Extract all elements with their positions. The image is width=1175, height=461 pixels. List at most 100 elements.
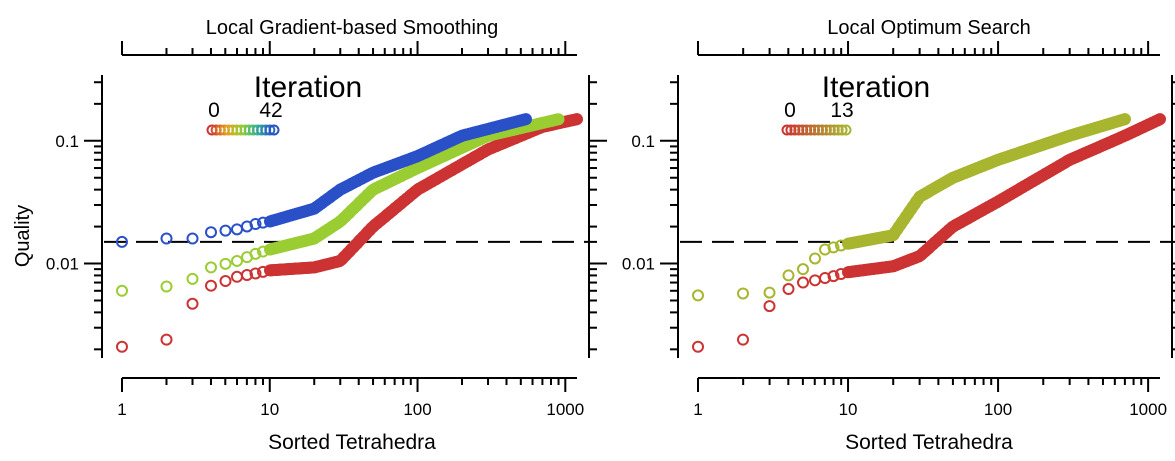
data-point: [809, 252, 821, 265]
data-point: [797, 263, 809, 276]
legend-min-label: 0: [784, 99, 796, 122]
data-point: [552, 113, 565, 126]
data-point: [219, 224, 232, 237]
x-tick-label: 1000: [546, 400, 584, 419]
data-point: [231, 270, 243, 283]
legend-swatch: [789, 124, 801, 136]
plot-frame: 1 10 100 1000 0.01 0.1: [622, 41, 1175, 419]
data-point: [205, 226, 217, 239]
data-point: [249, 217, 262, 230]
data-point: [763, 300, 776, 313]
plot-frame: 1 10 100 1000 0.01 0.1: [46, 41, 607, 419]
legend-max-label: 42: [259, 99, 282, 122]
x-tick-label: 1000: [1129, 400, 1167, 419]
legend-swatch: [264, 124, 276, 136]
data-points: [116, 113, 583, 353]
legend-swatch: [781, 124, 793, 136]
legend-colorbar: [781, 124, 852, 136]
y-tick-label: 0.1: [631, 132, 655, 151]
data-point: [186, 232, 199, 245]
legend-swatch: [268, 124, 280, 136]
data-point: [116, 284, 128, 297]
data-point: [231, 223, 243, 236]
data-point: [241, 269, 253, 282]
x-tick-label: 1: [117, 400, 126, 419]
legend-swatch: [840, 124, 852, 136]
data-point: [571, 113, 583, 126]
data-point: [186, 297, 199, 310]
legend-max-label: 13: [830, 99, 853, 122]
data-point: [1119, 113, 1131, 126]
data-point: [819, 272, 831, 285]
data-point: [782, 283, 795, 296]
panel-optimum-search: Local Optimum Search 1 10 100 1000 0.01 0.1 I…: [622, 17, 1175, 454]
data-point: [692, 289, 704, 302]
data-point: [692, 340, 704, 353]
x-tick-label: 100: [984, 400, 1012, 419]
legend: Iteration 0 42: [206, 71, 362, 136]
x-tick-label: 1: [693, 400, 702, 419]
legend-colorbar: [206, 124, 280, 136]
data-point: [249, 267, 262, 280]
panel-gradient-smoothing: Local Gradient-based Smoothing 1 10 100 100…: [12, 17, 607, 454]
data-points: [692, 113, 1166, 353]
y-tick-label: 0.01: [622, 255, 655, 274]
data-point: [205, 279, 217, 292]
legend-swatch: [828, 124, 840, 136]
data-point: [520, 113, 532, 126]
legend-swatch: [801, 124, 813, 136]
data-point: [1154, 113, 1166, 126]
data-point: [186, 272, 199, 285]
data-point: [819, 243, 831, 256]
data-point: [219, 257, 232, 270]
data-point: [737, 287, 749, 300]
legend-swatch: [824, 124, 836, 136]
y-tick-label: 0.1: [55, 132, 79, 151]
data-point: [809, 274, 821, 287]
x-tick-label: 100: [403, 400, 431, 419]
legend-swatch: [809, 124, 821, 136]
legend-swatch: [805, 124, 817, 136]
data-point: [160, 280, 173, 293]
legend: Iteration 0 13: [781, 71, 930, 136]
x-axis-label: Sorted Tetrahedra: [268, 431, 436, 454]
panel-title: Local Optimum Search: [827, 17, 1030, 39]
data-point: [827, 241, 840, 254]
data-point: [116, 235, 128, 248]
panel-title: Local Gradient-based Smoothing: [206, 17, 498, 39]
data-point: [249, 247, 262, 260]
series-iteration-13: [692, 113, 1131, 302]
data-point: [205, 261, 217, 274]
data-point: [219, 275, 232, 288]
data-point: [763, 286, 776, 299]
y-tick-label: 0.01: [46, 255, 79, 274]
data-point: [737, 333, 749, 346]
x-tick-label: 10: [839, 400, 858, 419]
data-point: [116, 340, 128, 353]
legend-swatch: [832, 124, 844, 136]
series-iteration-0: [116, 113, 583, 353]
data-point: [782, 269, 795, 282]
x-tick-label: 10: [260, 400, 279, 419]
series-iteration-21: [116, 113, 565, 297]
legend-title: Iteration: [822, 71, 930, 104]
data-point: [827, 270, 840, 283]
series-iteration-0: [692, 113, 1166, 353]
legend-swatch: [797, 124, 809, 136]
legend-swatch: [836, 124, 848, 136]
data-point: [231, 254, 243, 267]
legend-title: Iteration: [254, 71, 362, 104]
legend-min-label: 0: [208, 99, 220, 122]
legend-swatch: [785, 124, 797, 136]
legend-swatch: [812, 124, 824, 136]
x-axis-label: Sorted Tetrahedra: [845, 431, 1013, 454]
data-point: [797, 276, 809, 289]
y-axis-label: Quality: [12, 205, 34, 267]
data-point: [160, 232, 173, 245]
legend-swatch: [816, 124, 828, 136]
legend-swatch: [820, 124, 832, 136]
series-iteration-42: [116, 113, 532, 248]
legend-swatch: [793, 124, 805, 136]
data-point: [160, 333, 173, 346]
